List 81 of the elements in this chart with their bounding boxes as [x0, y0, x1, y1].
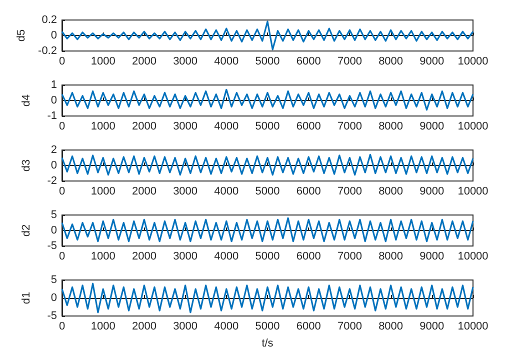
x-tick-label: 10000: [458, 320, 488, 332]
x-tick-label: 10000: [458, 120, 488, 132]
x-axis-title: t/s: [262, 338, 274, 350]
x-tick-label: 7000: [337, 320, 362, 332]
x-tick-label: 0: [58, 186, 66, 198]
x-tick-label: 7000: [337, 120, 362, 132]
x-tick-label: 6000: [296, 250, 321, 262]
x-tick-label: 10000: [458, 56, 488, 68]
x-tick-label: 3000: [173, 56, 198, 68]
x-tick-label: 5000: [255, 56, 280, 68]
line-series: [61, 88, 474, 111]
line-series: [61, 217, 474, 242]
x-tick-label: 6000: [296, 320, 321, 332]
y-axis-title: d4: [20, 94, 32, 107]
y-tick-label: -1: [47, 110, 57, 122]
x-tick-label: 4000: [214, 120, 239, 132]
line-series: [61, 20, 474, 50]
y-tick-label: 0: [50, 160, 57, 172]
x-tick-label: 0: [58, 250, 66, 262]
y-axis-title: d3: [20, 159, 32, 172]
x-tick-label: 10000: [458, 186, 488, 198]
x-tick-label: 1000: [90, 186, 116, 198]
x-tick-label: 6000: [296, 186, 321, 198]
x-tick-label: 2000: [132, 120, 156, 132]
x-tick-label: 5000: [255, 250, 280, 262]
x-tick-label: 1000: [90, 250, 116, 262]
x-tick-label: 5000: [255, 320, 280, 332]
x-tick-label: 4000: [214, 186, 239, 198]
x-tick-label: 3000: [173, 250, 198, 262]
x-tick-label: 1000: [90, 56, 116, 68]
x-tick-label: 2000: [132, 186, 156, 198]
x-tick-label: 8000: [378, 56, 404, 68]
x-tick-label: 3000: [173, 320, 198, 332]
y-tick-label: 5: [50, 209, 57, 221]
x-tick-label: 3000: [173, 186, 198, 198]
y-axis-title: d5: [16, 29, 28, 42]
x-tick-label: 8000: [378, 250, 404, 262]
x-tick-label: 3000: [173, 120, 198, 132]
y-axis-title: d2: [20, 224, 32, 237]
line-series: [61, 282, 474, 314]
x-tick-label: 8000: [378, 320, 404, 332]
y-tick-label: 0: [50, 94, 57, 106]
line-series: [61, 154, 474, 176]
y-tick-label: 1: [50, 79, 57, 91]
x-tick-label: 1000: [90, 320, 116, 332]
x-tick-label: 9000: [420, 320, 444, 332]
x-tick-label: 8000: [378, 186, 404, 198]
x-tick-label: 9000: [420, 250, 444, 262]
y-axis-title: d1: [20, 292, 32, 304]
x-tick-label: 5000: [255, 120, 280, 132]
x-tick-label: 0: [58, 56, 66, 68]
y-tick-label: 0: [50, 30, 57, 42]
y-tick-label: -5: [47, 240, 57, 252]
y-tick-label: 5: [50, 274, 57, 286]
x-tick-label: 0: [58, 120, 66, 132]
x-tick-label: 6000: [296, 120, 321, 132]
x-tick-label: 2000: [132, 320, 156, 332]
x-tick-label: 10000: [458, 250, 488, 262]
y-tick-label: 2: [50, 144, 57, 156]
y-tick-label: 0: [50, 292, 57, 304]
x-tick-label: 7000: [337, 250, 362, 262]
x-tick-label: 9000: [420, 120, 444, 132]
x-tick-label: 9000: [420, 186, 444, 198]
x-tick-label: 2000: [132, 250, 156, 262]
x-tick-label: 2000: [132, 56, 156, 68]
x-tick-label: 4000: [214, 320, 239, 332]
y-tick-label: -5: [47, 310, 57, 322]
x-tick-label: 4000: [214, 56, 239, 68]
y-tick-label: 0: [50, 224, 57, 236]
x-tick-label: 8000: [378, 120, 404, 132]
x-tick-label: 5000: [255, 186, 280, 198]
y-tick-label: -2: [47, 175, 57, 187]
x-tick-label: 1000: [90, 120, 116, 132]
x-tick-label: 4000: [214, 250, 239, 262]
x-tick-label: 9000: [420, 56, 444, 68]
y-tick-label: -0.2: [38, 45, 57, 57]
x-tick-label: 7000: [337, 56, 362, 68]
x-tick-label: 6000: [296, 56, 321, 68]
x-tick-label: 0: [58, 320, 66, 332]
x-tick-label: 7000: [337, 186, 362, 198]
y-tick-label: 0.2: [42, 14, 57, 26]
